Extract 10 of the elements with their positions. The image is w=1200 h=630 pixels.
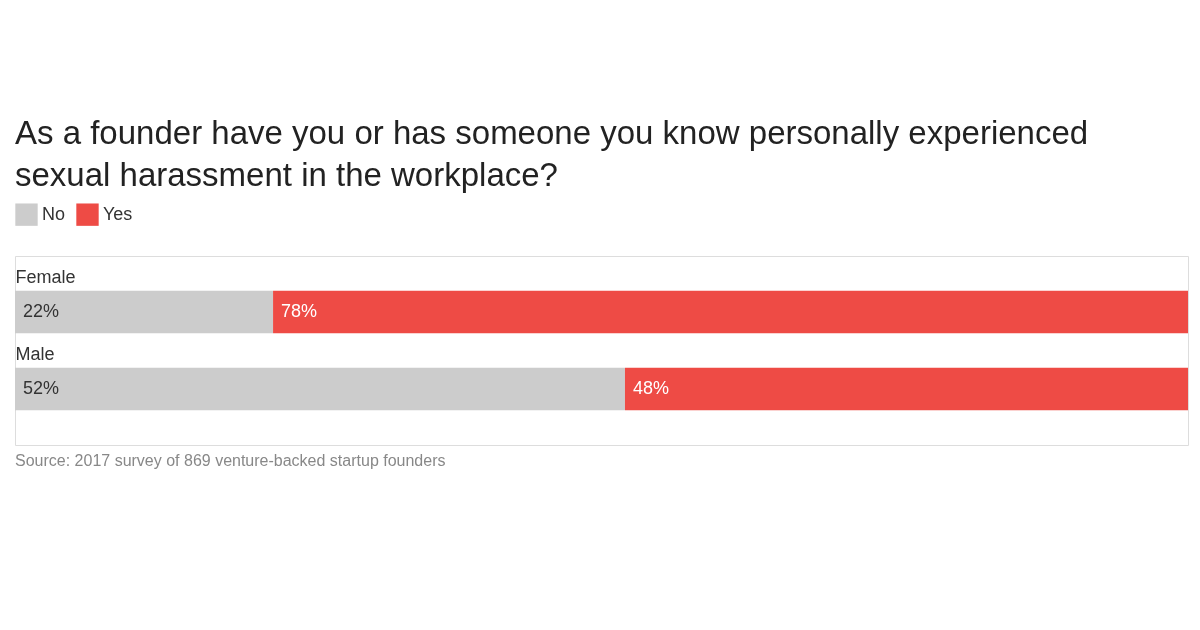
legend-label: No	[42, 203, 66, 224]
data-label: 78%	[281, 300, 318, 321]
y-tick-label: Male	[15, 344, 55, 365]
y-tick-label: Female	[15, 266, 76, 287]
data-label: 48%	[632, 378, 669, 399]
legend-label: Yes	[103, 203, 133, 224]
chart-title: As a founder have you or has someone you know personally experienced sexual harassment in the workplace?	[15, 114, 1089, 193]
source-note: Source: 2017 survey of 869 venture-backed startup founders	[15, 452, 446, 469]
data-label: 22%	[23, 300, 60, 321]
data-label: 52%	[23, 378, 60, 399]
